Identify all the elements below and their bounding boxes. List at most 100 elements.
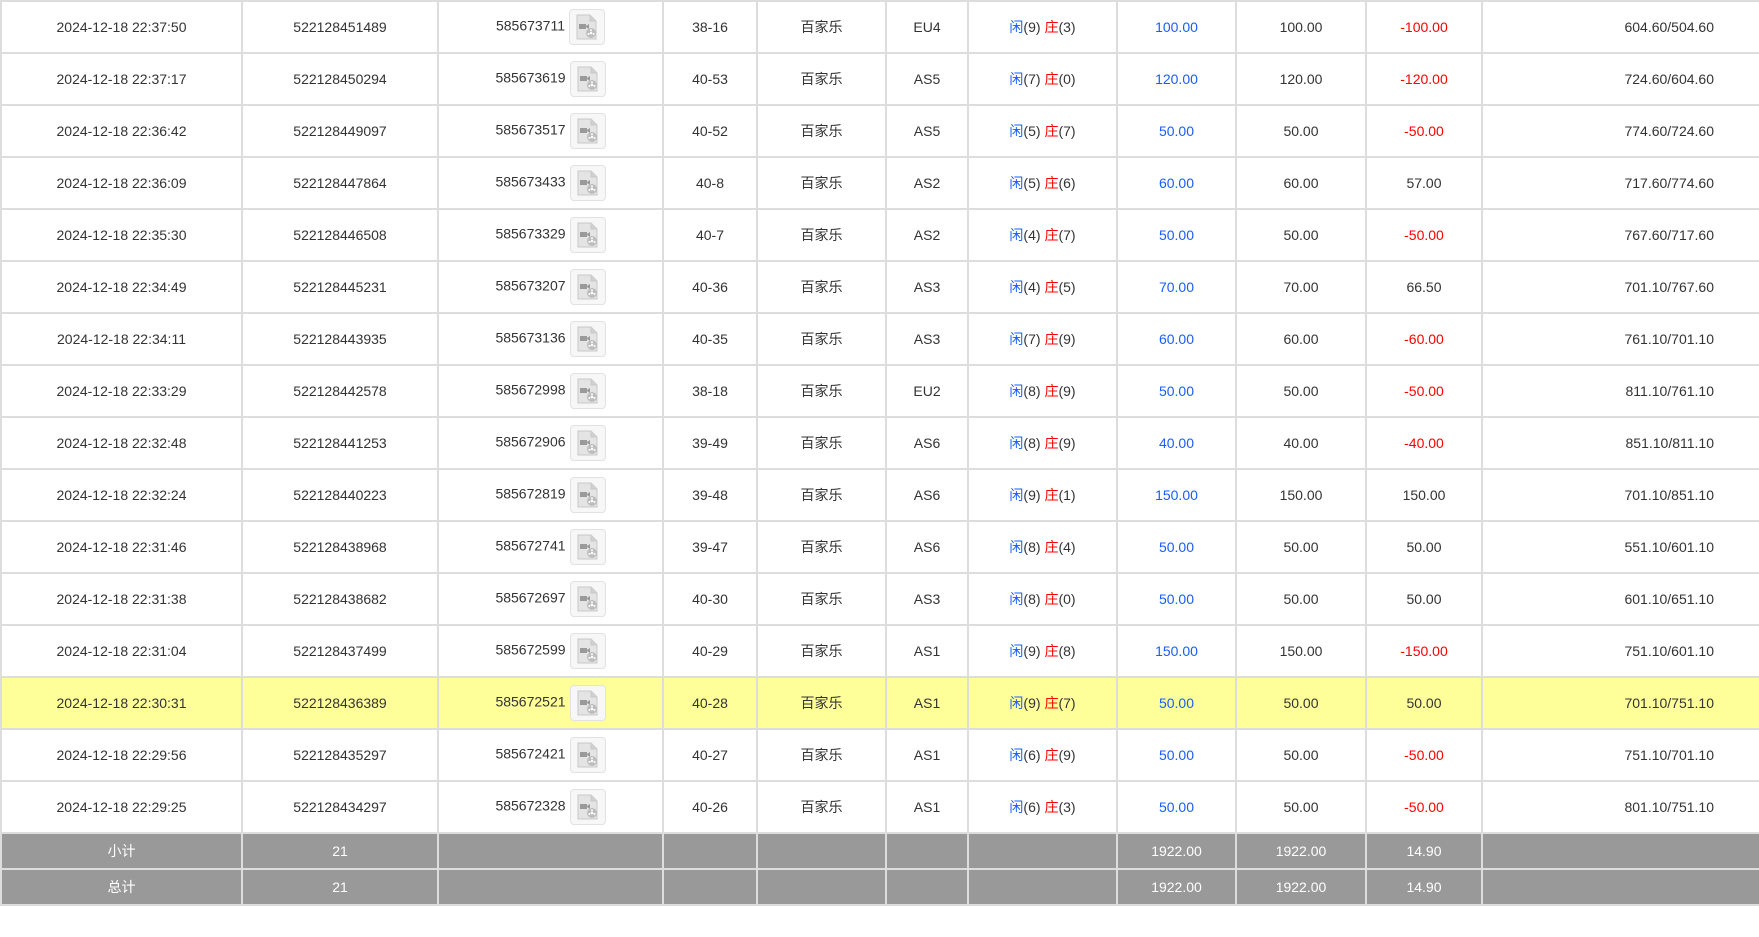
player-score: (7) [1023,71,1041,87]
result-cell: 闲(8) 庄(0) [967,572,1118,626]
player-label: 闲 [1009,695,1024,711]
table-row: 2024-12-18 22:31:46 522128438968 5856727… [0,520,1759,574]
bet-amount: 100.00 [1116,0,1237,54]
bet-amount: 120.00 [1116,52,1237,106]
video-replay-icon[interactable] [569,685,606,721]
bet-time: 2024-12-18 22:36:42 [0,104,243,158]
bet-time: 2024-12-18 22:34:49 [0,260,243,314]
video-replay-icon[interactable] [569,425,606,461]
bet-amount: 50.00 [1116,728,1237,782]
result-cell: 闲(6) 庄(3) [967,780,1118,834]
balance-change: 717.60/774.60 [1481,156,1759,210]
video-replay-icon[interactable] [569,737,606,773]
round-cell: 585672741 [437,520,664,574]
table-code: AS1 [885,728,969,782]
table-code: AS1 [885,780,969,834]
game-type: 百家乐 [756,676,887,730]
video-replay-icon[interactable] [569,165,606,201]
round-id: 585672599 [495,641,566,658]
player-label: 闲 [1009,19,1024,35]
player-score: (9) [1023,643,1041,659]
shoe-number: 40-27 [662,728,758,782]
round-cell: 585673207 [437,260,664,314]
player-label: 闲 [1009,435,1024,451]
table-code: AS2 [885,208,969,262]
valid-bet: 120.00 [1235,52,1367,106]
win-loss: -50.00 [1365,728,1483,782]
result-cell: 闲(4) 庄(5) [967,260,1118,314]
round-id: 585673136 [495,329,566,346]
bet-amount: 60.00 [1116,156,1237,210]
video-replay-icon[interactable] [569,789,606,825]
game-type: 百家乐 [756,208,887,262]
win-loss: 66.50 [1365,260,1483,314]
win-loss: 57.00 [1365,156,1483,210]
bet-amount: 60.00 [1116,312,1237,366]
round-cell: 585673517 [437,104,664,158]
video-replay-icon[interactable] [569,321,606,357]
video-replay-icon[interactable] [569,217,606,253]
banker-label: 庄 [1044,383,1059,399]
game-type: 百家乐 [756,780,887,834]
player-score: (7) [1023,331,1041,347]
round-id: 585673207 [495,277,566,294]
shoe-number: 38-18 [662,364,758,418]
video-replay-icon[interactable] [569,529,606,565]
video-replay-icon[interactable] [569,9,606,45]
result-cell: 闲(6) 庄(9) [967,728,1118,782]
table-code: AS5 [885,52,969,106]
game-type: 百家乐 [756,364,887,418]
banker-label: 庄 [1044,591,1059,607]
player-score: (6) [1023,799,1041,815]
video-replay-icon[interactable] [569,477,606,513]
banker-label: 庄 [1044,799,1059,815]
total-label: 总计 [0,868,243,906]
banker-score: (7) [1058,695,1076,711]
banker-label: 庄 [1044,487,1059,503]
shoe-number: 40-36 [662,260,758,314]
table-code: AS6 [885,468,969,522]
player-score: (8) [1023,435,1041,451]
shoe-number: 40-7 [662,208,758,262]
table-code: AS2 [885,156,969,210]
bet-id: 522128441253 [241,416,439,470]
round-id: 585672697 [495,589,566,606]
round-cell: 585672697 [437,572,664,626]
player-score: (5) [1023,123,1041,139]
video-replay-icon[interactable] [569,373,606,409]
round-cell: 585673433 [437,156,664,210]
balance-change: 551.10/601.10 [1481,520,1759,574]
table-code: AS1 [885,676,969,730]
bet-time: 2024-12-18 22:37:50 [0,0,243,54]
game-type: 百家乐 [756,728,887,782]
round-id: 585673711 [495,17,566,34]
result-cell: 闲(5) 庄(6) [967,156,1118,210]
player-score: (9) [1023,19,1041,35]
video-replay-icon[interactable] [569,269,606,305]
round-cell: 585673619 [437,52,664,106]
subtotal-bet: 1922.00 [1116,832,1237,870]
player-label: 闲 [1009,123,1024,139]
video-replay-icon[interactable] [569,633,606,669]
player-score: (8) [1023,383,1041,399]
valid-bet: 50.00 [1235,520,1367,574]
player-label: 闲 [1009,591,1024,607]
player-label: 闲 [1009,175,1024,191]
table-row: 2024-12-18 22:37:17 522128450294 5856736… [0,52,1759,106]
bet-amount: 50.00 [1116,572,1237,626]
result-cell: 闲(8) 庄(9) [967,416,1118,470]
valid-bet: 50.00 [1235,364,1367,418]
table-row: 2024-12-18 22:36:09 522128447864 5856734… [0,156,1759,210]
video-replay-icon[interactable] [569,61,606,97]
shoe-number: 40-30 [662,572,758,626]
balance-change: 751.10/701.10 [1481,728,1759,782]
round-cell: 585673329 [437,208,664,262]
banker-label: 庄 [1044,331,1059,347]
video-replay-icon[interactable] [569,113,606,149]
bet-time: 2024-12-18 22:29:56 [0,728,243,782]
table-code: AS1 [885,624,969,678]
table-code: EU4 [885,0,969,54]
video-replay-icon[interactable] [569,581,606,617]
table-code: AS6 [885,416,969,470]
win-loss: -60.00 [1365,312,1483,366]
